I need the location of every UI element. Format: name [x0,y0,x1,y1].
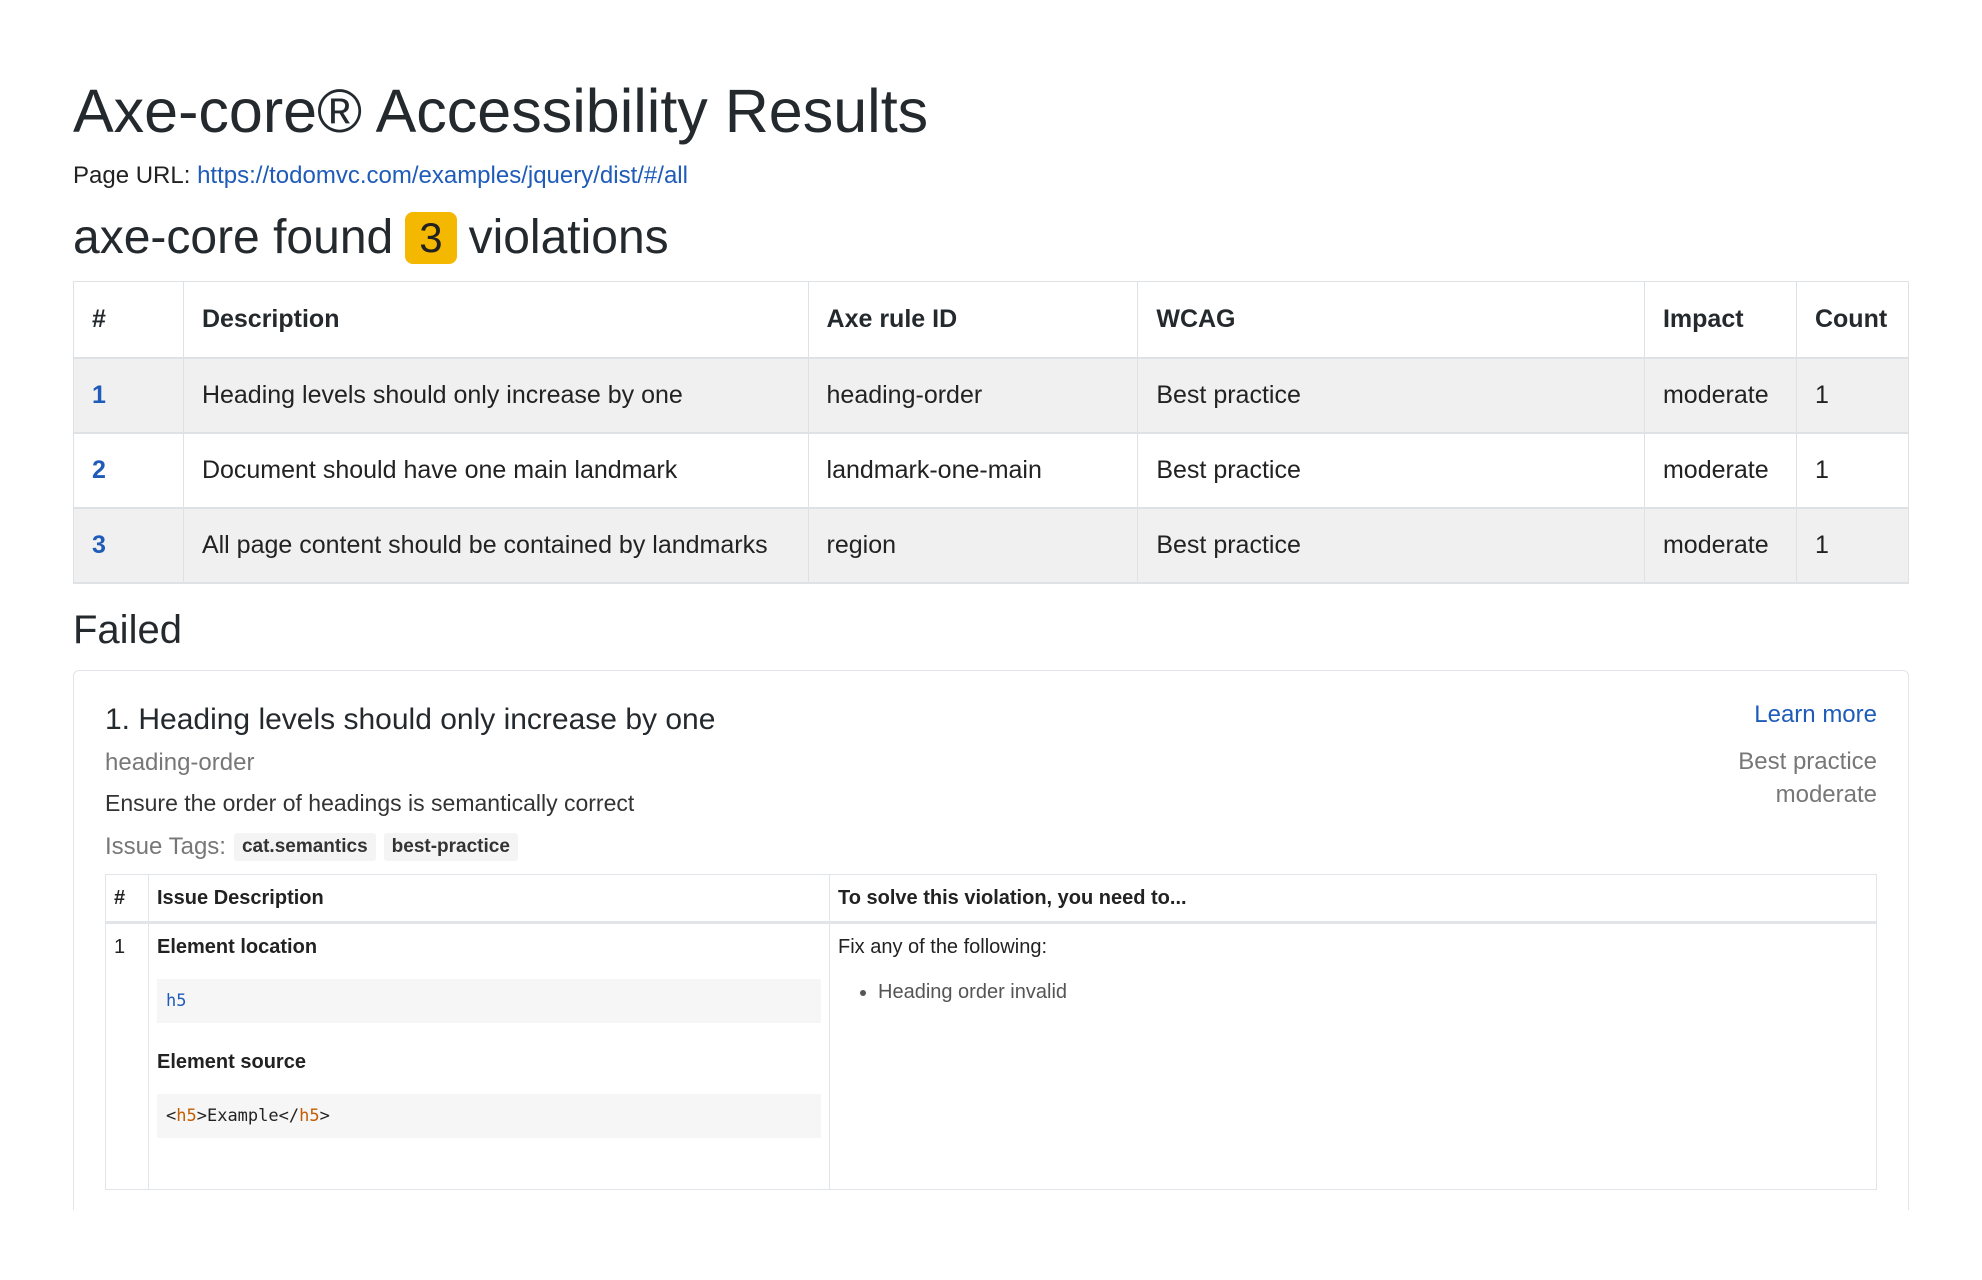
col-number: # [73,281,184,358]
selector: h5 [166,991,187,1011]
violations-table: # Description Axe rule ID WCAG Impact Co… [73,281,1910,584]
element-location-code: h5 [157,979,821,1023]
summary-prefix: axe-core found [73,211,394,264]
tag: cat.semantics [233,833,376,861]
col-issue-description: Issue Description [148,874,830,924]
violation-title: 1. Heading levels should only increase b… [105,703,716,736]
issue-table: # Issue Description To solve this violat… [105,874,1877,1190]
cell-impact: moderate [1643,507,1797,583]
col-description: Description [182,281,809,358]
element-source-code: <h5>Example</h5> [157,1094,821,1138]
failed-heading: Failed [73,608,182,652]
cell-count: 1 [1795,357,1910,433]
violation-count-badge: 3 [405,211,457,264]
cell-wcag: Best practice [1137,432,1645,508]
cell-rule: heading-order [807,357,1139,433]
col-rule-id: Axe rule ID [807,281,1139,358]
col-number: # [105,874,149,924]
cell-wcag: Best practice [1137,507,1645,583]
element-location-label: Element location [157,936,318,958]
table-row: 1 Heading levels should only increase by… [73,357,1910,433]
learn-more-link[interactable]: Learn more [1754,701,1877,728]
page-url-line: Page URL: https://todomvc.com/examples/j… [73,162,688,190]
violation-rule-id: heading-order [105,749,255,776]
tag: best-practice [383,833,518,861]
page-url-label: Page URL: [73,162,191,189]
issue-tags-label: Issue Tags: [105,833,226,860]
page-title: Axe-core® Accessibility Results [73,77,929,145]
cell-rule: region [807,507,1139,583]
violation-card: 1. Heading levels should only increase b… [73,670,1909,1210]
table-header-row: # Description Axe rule ID WCAG Impact Co… [73,281,1910,358]
fix-item: Heading order invalid [878,981,1868,1004]
issue-number: 1 [105,922,149,1190]
page-url-link[interactable]: https://todomvc.com/examples/jquery/dist… [197,162,688,189]
issue-table-header: # Issue Description To solve this violat… [105,874,1877,924]
cell-count: 1 [1795,432,1910,508]
violation-link[interactable]: 2 [92,455,106,484]
violations-summary: axe-core found 3 violations [73,210,669,265]
impact-level: moderate [1775,781,1877,808]
cell-impact: moderate [1643,357,1797,433]
issue-row: 1 Element location h5 Element source <h5… [105,922,1877,1190]
col-count: Count [1795,281,1910,358]
cell-impact: moderate [1643,432,1797,508]
summary-suffix: violations [468,211,669,264]
cell-rule: landmark-one-main [807,432,1139,508]
element-source-label: Element source [157,1051,306,1073]
col-impact: Impact [1643,281,1797,358]
col-solution: To solve this violation, you need to... [829,874,1877,924]
col-wcag: WCAG [1137,281,1645,358]
issue-tags: Issue Tags: cat.semantics best-practice [105,833,518,861]
cell-description: Heading levels should only increase by o… [182,357,809,433]
cell-description: Document should have one main landmark [182,432,809,508]
fix-label: Fix any of the following: [838,936,1047,958]
violation-meta: Best practice moderate [1738,745,1877,811]
table-row: 3 All page content should be contained b… [73,507,1910,583]
violation-description: Ensure the order of headings is semantic… [105,790,635,816]
wcag-level: Best practice [1738,748,1877,775]
fix-list: Heading order invalid [878,981,1868,1004]
violation-link[interactable]: 1 [92,380,106,409]
violation-link[interactable]: 3 [92,530,106,559]
cell-wcag: Best practice [1137,357,1645,433]
cell-count: 1 [1795,507,1910,583]
table-row: 2 Document should have one main landmark… [73,432,1910,508]
cell-description: All page content should be contained by … [182,507,809,583]
